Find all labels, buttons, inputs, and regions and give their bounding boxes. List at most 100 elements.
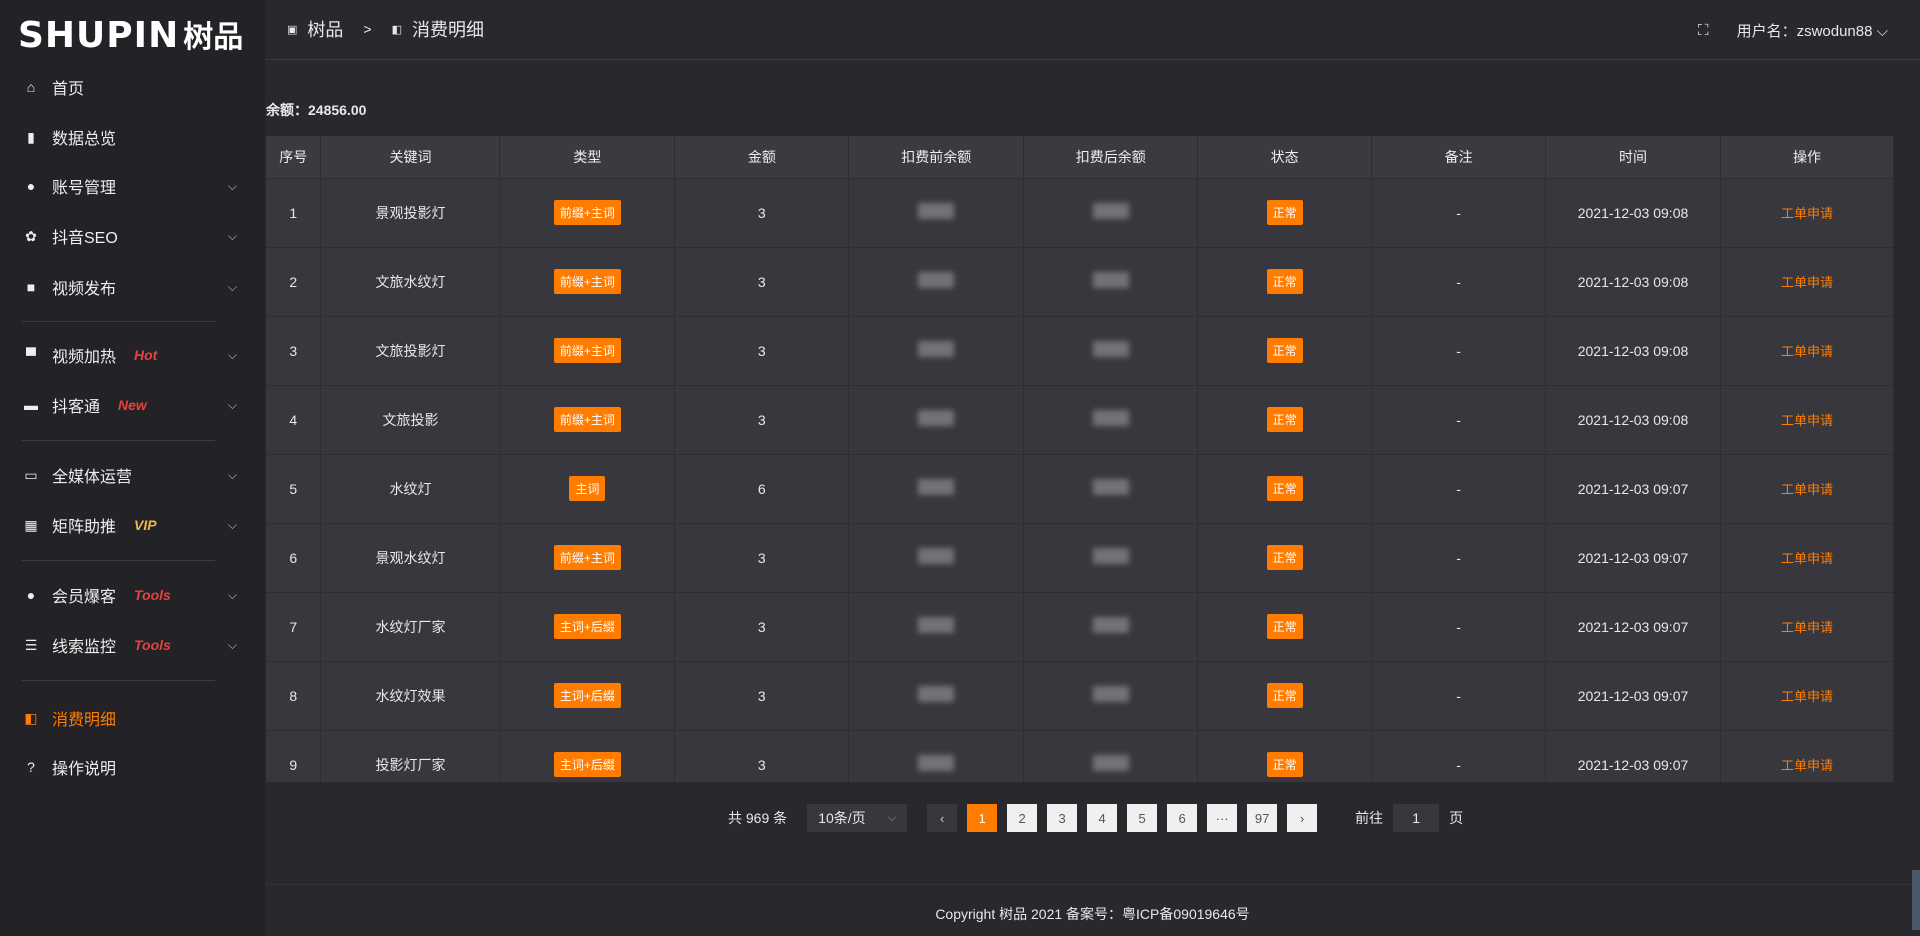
sidebar-item-label: 消费明细 (52, 712, 117, 729)
page-size-select[interactable]: 10条/页 ⌵ (807, 804, 908, 832)
chevron-down-icon: ⌵ (227, 228, 237, 243)
user-menu[interactable]: 用户名：zswodun88 ⌵ (1737, 20, 1888, 41)
prev-page-button[interactable]: ‹ (927, 804, 958, 832)
gear-icon: ✿ (25, 227, 37, 244)
note: - (1371, 523, 1547, 593)
ticket-request-link[interactable]: 工单申请 (1780, 482, 1833, 497)
sidebar-item-tag: Tools (134, 637, 171, 653)
blurred-value (918, 341, 955, 357)
page-button[interactable]: 5 (1127, 804, 1158, 832)
goto-page-input[interactable]: 1 (1393, 804, 1440, 832)
type-cell: 主词 (499, 454, 676, 524)
ticket-request-link[interactable]: 工单申请 (1780, 758, 1833, 773)
time: 2021-12-03 09:08 (1545, 178, 1721, 248)
sliders-icon: ☰ (24, 636, 38, 653)
sidebar-item-5[interactable]: ▀ 视频加热 Hot ⌵ (22, 340, 237, 370)
sidebar-item-tag: Hot (134, 347, 158, 363)
sidebar-item-3[interactable]: ✿ 抖音SEO ⌵ (22, 221, 237, 251)
sidebar-item-8[interactable]: ▦ 矩阵助推 VIP ⌵ (22, 510, 237, 540)
next-page-button[interactable]: › (1287, 804, 1318, 832)
sidebar-item-10[interactable]: ☰ 线索监控 Tools ⌵ (22, 630, 237, 660)
page-button[interactable]: 3 (1047, 804, 1078, 832)
page-button[interactable]: 1 (967, 804, 998, 832)
sidebar-item-0[interactable]: ⌂ 首页 (22, 72, 237, 102)
column-header: 状态 (1197, 136, 1373, 179)
sidebar-divider (22, 321, 215, 322)
breadcrumb-root[interactable]: 树品 (307, 20, 344, 40)
sidebar-item-label: 账号管理 (52, 180, 117, 197)
logo: SHUPIN 树品 (18, 15, 244, 56)
ticket-request-link[interactable]: 工单申请 (1780, 551, 1833, 566)
sidebar-item-7[interactable]: ▭ 全媒体运营 ⌵ (22, 460, 237, 490)
fullscreen-icon[interactable]: ⛶ (1698, 22, 1709, 39)
balance-before-cell (848, 454, 1025, 524)
table-row: 6 景观水纹灯 前缀+主词 3 正常 - 2021-12-03 09:07 工单… (266, 523, 1894, 593)
sidebar-item-label: 抖客通 (52, 399, 101, 416)
blurred-value (918, 410, 955, 426)
row-number: 7 (266, 592, 322, 662)
amount: 3 (674, 730, 850, 782)
balance-after-cell (1023, 316, 1199, 386)
balance-after-cell (1023, 454, 1199, 524)
row-number: 1 (266, 178, 322, 248)
home-icon: ⌂ (26, 79, 36, 95)
breadcrumb-separator: > (363, 21, 372, 37)
chevron-down-icon: ⌵ (227, 347, 237, 362)
type-cell: 前缀+主词 (499, 316, 676, 386)
sidebar-divider (22, 440, 215, 441)
status-cell: 正常 (1197, 523, 1373, 593)
table-row: 9 投影灯厂家 主词+后缀 3 正常 - 2021-12-03 09:07 工单… (266, 730, 1894, 782)
video-icon: ■ (26, 279, 36, 295)
scrollbar[interactable] (1912, 870, 1920, 930)
sidebar-item-6[interactable]: ▬ 抖客通 New ⌵ (22, 390, 237, 420)
status-badge: 正常 (1266, 338, 1303, 363)
sidebar-item-12[interactable]: ? 操作说明 (22, 752, 237, 782)
blurred-value (1092, 203, 1129, 219)
blurred-value (918, 479, 955, 495)
column-header: 扣费后余额 (1023, 136, 1199, 179)
balance-before-cell (848, 385, 1025, 455)
blurred-value (918, 686, 955, 702)
sidebar: SHUPIN 树品 ⌂ 首页 ▮ 数据总览 ● 账号管理 ⌵ ✿ 抖音SEO ⌵ ■ 视频发布 ⌵ ▀ 视频… (0, 0, 265, 936)
ticket-request-link[interactable]: 工单申请 (1780, 206, 1833, 221)
type-cell: 主词+后缀 (499, 730, 676, 782)
ticket-request-link[interactable]: 工单申请 (1780, 344, 1833, 359)
ticket-request-link[interactable]: 工单申请 (1780, 620, 1833, 635)
ticket-request-link[interactable]: 工单申请 (1780, 689, 1833, 704)
sidebar-item-1[interactable]: ▮ 数据总览 (22, 122, 237, 152)
page-button[interactable]: ··· (1207, 804, 1238, 832)
ticket-request-link[interactable]: 工单申请 (1780, 413, 1833, 428)
amount: 3 (674, 385, 850, 455)
goto-label: 前往 (1355, 810, 1384, 826)
balance-before-cell (848, 661, 1025, 731)
sidebar-item-2[interactable]: ● 账号管理 ⌵ (22, 171, 237, 201)
total-count: 共 969 条 (728, 810, 788, 826)
help-icon: ? (27, 759, 35, 775)
action-cell: 工单申请 (1720, 592, 1894, 662)
username: 用户名：zswodun88 (1736, 23, 1873, 40)
balance-before-cell (848, 523, 1025, 593)
balance-after-cell (1023, 385, 1199, 455)
sidebar-item-11[interactable]: ◧ 消费明细 (22, 703, 237, 733)
sidebar-item-9[interactable]: ● 会员爆客 Tools ⌵ (22, 580, 237, 610)
chevron-down-icon: ⌵ (1872, 23, 1888, 40)
note: - (1371, 178, 1547, 248)
sidebar-item-4[interactable]: ■ 视频发布 ⌵ (22, 272, 237, 302)
sidebar-item-label: 数据总览 (52, 131, 117, 148)
balance-after-cell (1023, 592, 1199, 662)
page-button[interactable]: 6 (1167, 804, 1198, 832)
time: 2021-12-03 09:08 (1545, 247, 1721, 317)
page-button[interactable]: 97 (1247, 804, 1278, 832)
keyword: 文旅投影灯 (320, 316, 501, 386)
bar-chart-icon: ▮ (27, 128, 35, 145)
sidebar-item-label: 全媒体运营 (52, 469, 133, 486)
ticket-request-link[interactable]: 工单申请 (1780, 275, 1833, 290)
note: - (1371, 385, 1547, 455)
action-cell: 工单申请 (1720, 178, 1894, 248)
row-number: 4 (266, 385, 322, 455)
time: 2021-12-03 09:07 (1545, 730, 1721, 782)
page-button[interactable]: 2 (1007, 804, 1038, 832)
blurred-value (1092, 548, 1129, 564)
page-button[interactable]: 4 (1087, 804, 1118, 832)
sidebar-item-label: 操作说明 (52, 761, 117, 778)
